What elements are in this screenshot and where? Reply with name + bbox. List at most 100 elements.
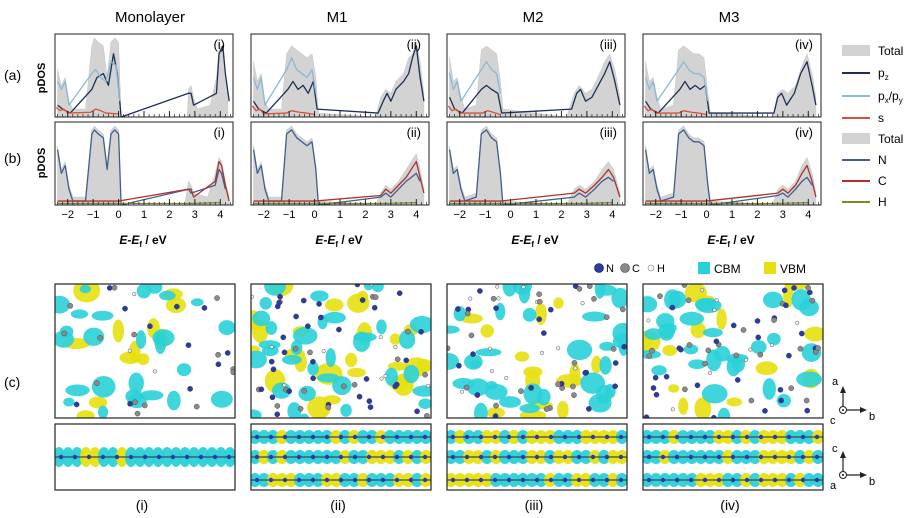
- cbm-lobe: [536, 388, 551, 406]
- atom: [786, 477, 792, 483]
- atom: [372, 294, 379, 300]
- series-total-area: [57, 125, 230, 206]
- cbm-lobe: [353, 332, 377, 342]
- atom: [762, 408, 768, 414]
- atom: [305, 323, 311, 329]
- atom: [174, 303, 180, 310]
- atom: [455, 306, 461, 312]
- atom: [755, 334, 762, 341]
- cbm-lobe: [136, 284, 152, 299]
- atom: [705, 347, 712, 354]
- atom: [366, 398, 373, 404]
- atom: [573, 366, 578, 371]
- cbm-lobe: [644, 328, 663, 340]
- vbm-lobe: [726, 397, 743, 407]
- xlabel-m3: E-Ef / eV: [707, 233, 754, 249]
- cbm-lobe: [588, 393, 612, 413]
- atom: [318, 314, 324, 321]
- atom: [468, 332, 475, 339]
- atom: [800, 434, 806, 440]
- atom: [97, 335, 103, 341]
- atom: [111, 284, 118, 291]
- atom: [586, 406, 592, 412]
- atom: [100, 454, 106, 460]
- atom: [590, 454, 596, 460]
- legend-b-h-label: H: [878, 195, 887, 209]
- vbm-lobe: [416, 358, 431, 373]
- atom: [274, 411, 281, 418]
- atom: [548, 434, 554, 440]
- vbm-lobe: [460, 313, 483, 324]
- tick-label: 3: [388, 209, 394, 221]
- atom: [424, 413, 430, 418]
- cbm-lobe: [409, 316, 431, 334]
- cbm-lobe: [580, 372, 605, 394]
- series-pxy-line: [644, 61, 709, 102]
- atom: [316, 301, 322, 307]
- atom: [338, 454, 344, 460]
- bottom-label-iv: (iv): [720, 497, 739, 513]
- cbm-lobe: [251, 350, 267, 369]
- atom: [702, 454, 708, 460]
- axis-triad-bottom-up-head: [840, 451, 846, 458]
- atom: [604, 477, 610, 483]
- atom: [61, 330, 68, 337]
- cbm-lobe: [167, 390, 181, 411]
- atom: [713, 338, 720, 345]
- cbm-lobe: [750, 340, 767, 354]
- cbm-lobe: [264, 284, 287, 296]
- atom: [367, 404, 374, 410]
- atom: [786, 434, 792, 440]
- vbm-lobe: [514, 351, 530, 362]
- atom: [280, 334, 287, 341]
- side-view-frame: [446, 423, 628, 491]
- cbm-lobe: [70, 309, 89, 319]
- atom: [493, 402, 499, 409]
- legend-a-s-label: s: [878, 111, 884, 125]
- cbm-lobe: [251, 409, 262, 418]
- atom: [132, 399, 138, 406]
- axis-triad-bottom-origin-label: a: [830, 480, 837, 492]
- atom: [744, 357, 749, 362]
- atom: [646, 434, 652, 440]
- cbm-lobe: [384, 367, 399, 386]
- series-pz-line: [644, 61, 817, 114]
- atom: [778, 397, 784, 404]
- vbm-lobe: [347, 367, 366, 378]
- tick-label: −2: [453, 209, 466, 221]
- cbm-lobe: [474, 402, 488, 418]
- tick-label: 4: [217, 209, 223, 221]
- atom: [450, 454, 456, 460]
- atom: [201, 305, 208, 311]
- atom: [520, 454, 526, 460]
- tick-label: 1: [729, 209, 735, 221]
- atom: [493, 305, 499, 311]
- atom: [456, 362, 462, 369]
- atom: [571, 392, 577, 398]
- vbm-lobe: [716, 308, 727, 330]
- atom: [618, 477, 624, 483]
- atom: [351, 381, 358, 388]
- atom: [147, 323, 153, 329]
- cbm-lobe: [599, 356, 612, 375]
- vbm-lobe: [694, 397, 712, 418]
- atom: [426, 383, 431, 388]
- atom: [296, 434, 302, 440]
- cbm-lobe: [694, 298, 716, 311]
- atom: [495, 284, 500, 289]
- atom: [394, 477, 400, 483]
- atom: [620, 306, 626, 313]
- atom: [590, 434, 596, 440]
- atom: [660, 477, 666, 483]
- atom: [700, 288, 705, 293]
- atom: [292, 345, 299, 352]
- pdos-panel-a-m2: (iii): [446, 33, 626, 118]
- cbm-lobe: [702, 328, 723, 338]
- cbm-lobe: [582, 311, 608, 322]
- top-view-content: [251, 284, 431, 418]
- atom: [758, 434, 764, 440]
- atom: [254, 434, 260, 440]
- atom: [688, 454, 694, 460]
- top-view-frame: [642, 283, 824, 419]
- atom: [72, 454, 78, 460]
